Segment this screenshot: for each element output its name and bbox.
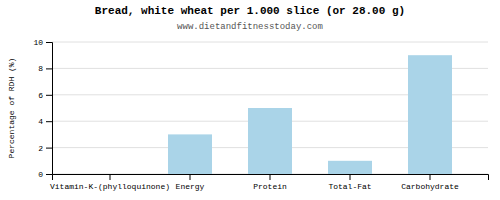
y-tick-label: 8 <box>38 64 43 73</box>
x-tick-label: Protein <box>253 182 287 191</box>
x-tick-label: Vitamin-K-(phylloquinone) <box>50 182 170 191</box>
bar <box>248 108 292 174</box>
y-tick-mark <box>46 121 52 122</box>
x-tick-mark <box>350 174 351 180</box>
bars <box>168 55 452 174</box>
bar <box>328 161 372 174</box>
y-tick-mark <box>46 174 52 175</box>
x-tick: Energy <box>176 174 205 191</box>
y-tick: 8 <box>38 64 52 73</box>
y-axis-title: Percentage of RDH (%) <box>7 58 16 159</box>
x-tick-mark <box>270 174 271 180</box>
y-tick-label: 0 <box>38 170 43 179</box>
x-tick: Protein <box>253 174 287 191</box>
y-tick-mark <box>46 95 52 96</box>
y-tick-label: 2 <box>38 144 43 153</box>
y-tick: 0 <box>38 170 52 179</box>
x-tick-label: Carbohydrate <box>401 182 459 191</box>
x-tick: Total-Fat <box>328 174 371 191</box>
x-tick: Vitamin-K-(phylloquinone) <box>50 174 170 191</box>
grid-line <box>52 42 488 43</box>
x-tick-mark <box>110 174 111 180</box>
x-tick-label: Total-Fat <box>328 182 371 191</box>
x-tick-mark <box>190 174 191 180</box>
x-axis: Vitamin-K-(phylloquinone) Energy Protein To… <box>50 174 489 191</box>
y-tick-label: 10 <box>33 38 43 47</box>
y-tick: 2 <box>38 144 52 153</box>
x-tick-label: Energy <box>176 182 205 191</box>
y-tick-mark <box>46 68 52 69</box>
chart: Bread, white wheat per 1.000 slice (or 2… <box>0 0 500 200</box>
x-axis-line <box>53 175 489 181</box>
x-tick: Carbohydrate <box>401 174 459 191</box>
y-tick: 4 <box>38 117 52 126</box>
x-tick-mark <box>430 174 431 180</box>
bar <box>168 134 212 174</box>
subtitle: www.dietandfitnesstoday.com <box>177 22 323 32</box>
y-axis: 0 2 4 6 8 10 <box>33 38 52 179</box>
y-axis-line <box>46 43 53 175</box>
y-tick: 10 <box>33 38 52 47</box>
title: Bread, white wheat per 1.000 slice (or 2… <box>95 5 405 17</box>
y-tick-label: 4 <box>38 117 43 126</box>
bar <box>88 174 132 175</box>
y-tick: 6 <box>38 91 52 100</box>
bar <box>408 55 452 174</box>
grid <box>52 42 488 174</box>
y-tick-label: 6 <box>38 91 43 100</box>
plot: Vitamin-K-(phylloquinone) Energy Protein To… <box>33 38 488 191</box>
y-tick-mark <box>46 42 52 43</box>
y-tick-mark <box>46 148 52 149</box>
